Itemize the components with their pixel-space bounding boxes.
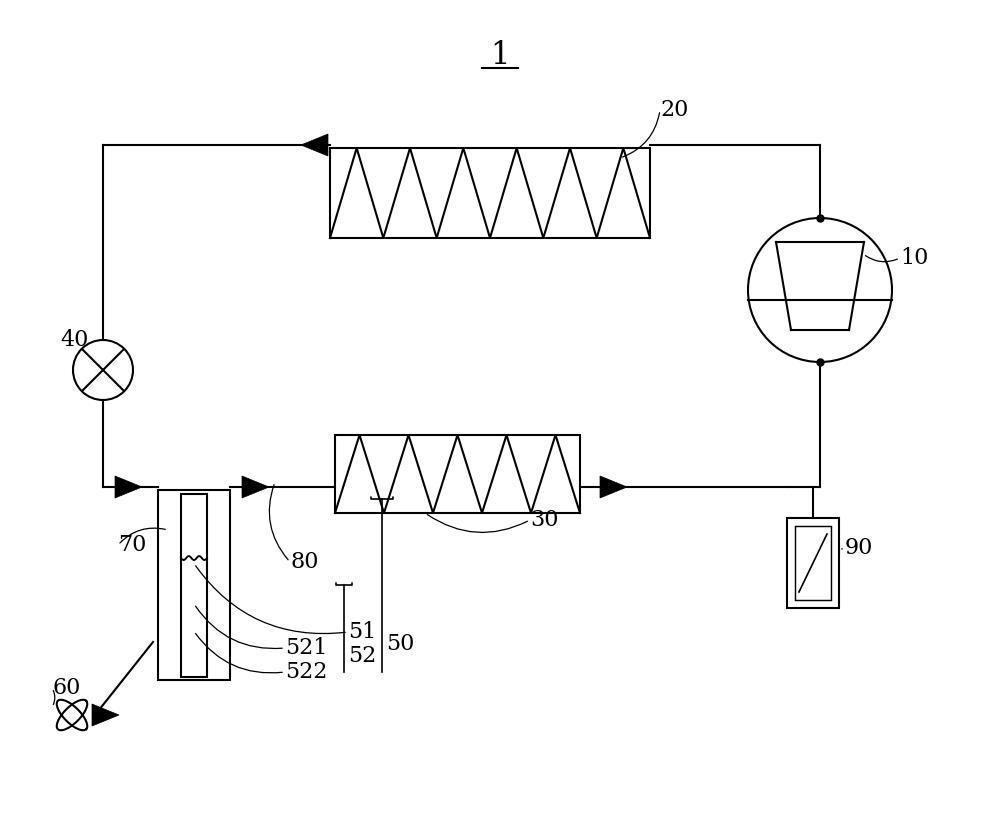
Text: 522: 522 — [285, 661, 327, 683]
Polygon shape — [115, 476, 142, 498]
Text: 521: 521 — [285, 637, 327, 659]
Text: 60: 60 — [52, 677, 80, 699]
Bar — [158, 490, 230, 680]
Text: 90: 90 — [845, 537, 873, 559]
Text: 70: 70 — [118, 534, 146, 556]
Text: 52: 52 — [348, 645, 376, 667]
Text: 51: 51 — [348, 621, 376, 643]
Text: 30: 30 — [530, 509, 558, 531]
Text: 40: 40 — [60, 329, 88, 351]
Polygon shape — [92, 704, 119, 726]
Bar — [795, 526, 831, 600]
Polygon shape — [242, 476, 269, 498]
Bar — [330, 148, 650, 238]
Bar — [335, 435, 580, 513]
Text: 10: 10 — [900, 247, 928, 269]
Polygon shape — [600, 476, 627, 498]
Text: 80: 80 — [290, 551, 318, 573]
Text: 20: 20 — [660, 99, 688, 121]
Text: 50: 50 — [386, 633, 414, 655]
Bar — [787, 518, 839, 608]
Bar — [181, 494, 207, 677]
Polygon shape — [301, 134, 328, 156]
Text: 1: 1 — [490, 40, 510, 70]
